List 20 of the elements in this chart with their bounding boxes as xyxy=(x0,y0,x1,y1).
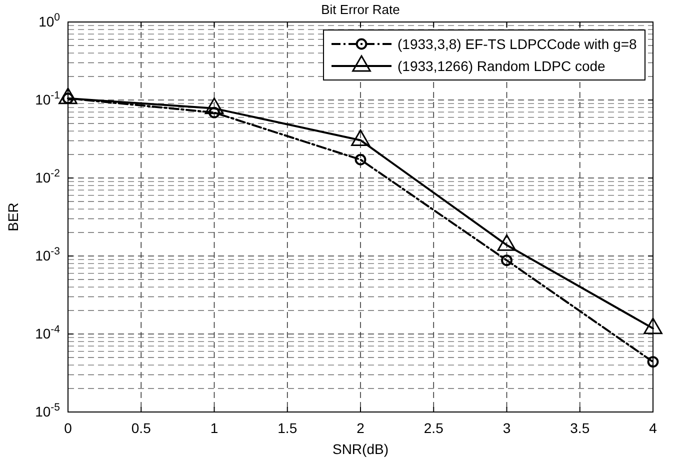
y-tick-label: 10$^{-4}$ xyxy=(35,323,60,342)
y-tick-label: 10$^{-3}$ xyxy=(35,245,60,264)
x-tick-label: 0 xyxy=(64,420,72,436)
x-tick-label: 4 xyxy=(649,420,658,436)
y-tick-label: 10$^{-1}$ xyxy=(35,89,60,108)
x-tick-label: 1 xyxy=(210,420,218,436)
x-tick-label: 1.5 xyxy=(278,420,298,436)
y-tick-label: 10$^{0}$ xyxy=(38,11,60,30)
x-tick-label: 2 xyxy=(356,420,365,436)
legend-label: (1933,1266) Random LDPC code xyxy=(398,58,606,74)
y-tick-label: 10$^{-2}$ xyxy=(35,167,60,186)
x-tick-label: 2.5 xyxy=(424,420,444,436)
y-tick-label: 10$^{-5}$ xyxy=(35,401,60,420)
x-tick-label: 3 xyxy=(502,420,511,436)
x-axis-title: SNR(dB) xyxy=(332,441,389,457)
chart-title: Bit Error Rate xyxy=(321,2,400,17)
legend-label: (1933,3,8) EF-TS LDPCCode with g=8 xyxy=(398,36,637,52)
x-tick-label: 3.5 xyxy=(570,420,590,436)
x-tick-label: 0.5 xyxy=(131,420,152,436)
y-axis-title: BER xyxy=(5,202,21,232)
